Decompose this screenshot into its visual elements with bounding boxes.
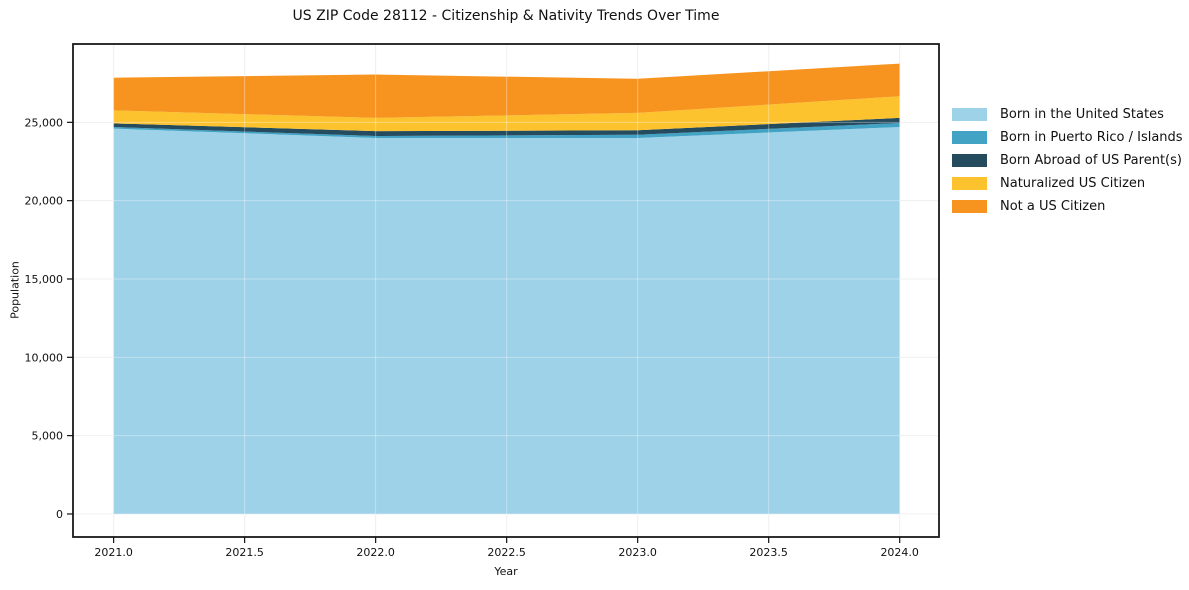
x-tick-label: 2024.0 bbox=[880, 546, 919, 559]
legend: Born in the United States Born in Puerto… bbox=[952, 103, 1183, 218]
legend-label: Naturalized US Citizen bbox=[1000, 176, 1146, 191]
legend-label: Born Abroad of US Parent(s) bbox=[1000, 153, 1182, 168]
legend-swatch-icon bbox=[952, 177, 987, 190]
legend-item: Not a US Citizen bbox=[952, 195, 1183, 218]
area-0 bbox=[113, 127, 900, 514]
area-4 bbox=[113, 63, 900, 118]
area-2 bbox=[113, 117, 900, 136]
x-tick-label: 2021.0 bbox=[94, 546, 133, 559]
x-ticks: 2021.0 2021.5 2022.0 2022.5 2023.0 2023.5 2024… bbox=[94, 537, 919, 559]
legend-label: Born in Puerto Rico / Islands bbox=[1000, 130, 1183, 145]
y-ticks: 0 5,000 10,000 15,000 20,000 25,000 bbox=[25, 116, 73, 521]
x-tick-label: 2022.0 bbox=[356, 546, 395, 559]
legend-label: Born in the United States bbox=[1000, 107, 1164, 122]
y-tick-label: 20,000 bbox=[25, 195, 64, 208]
x-tick-label: 2022.5 bbox=[487, 546, 526, 559]
gridlines-over bbox=[73, 44, 939, 537]
x-tick-label: 2021.5 bbox=[225, 546, 264, 559]
area-series bbox=[113, 63, 900, 514]
area-3 bbox=[113, 96, 900, 132]
x-tick-label: 2023.0 bbox=[618, 546, 657, 559]
y-tick-label: 0 bbox=[56, 508, 63, 521]
legend-label: Not a US Citizen bbox=[1000, 199, 1106, 214]
y-tick-label: 15,000 bbox=[25, 273, 64, 286]
plot-frame bbox=[72, 43, 940, 538]
y-tick-label: 10,000 bbox=[25, 351, 64, 364]
area-1 bbox=[113, 123, 900, 138]
legend-item: Born in the United States bbox=[952, 103, 1183, 126]
legend-item: Born Abroad of US Parent(s) bbox=[952, 149, 1183, 172]
legend-swatch-icon bbox=[952, 154, 987, 167]
legend-item: Born in Puerto Rico / Islands bbox=[952, 126, 1183, 149]
chart-title: US ZIP Code 28112 - Citizenship & Nativi… bbox=[292, 8, 720, 24]
y-tick-label: 25,000 bbox=[25, 116, 64, 129]
legend-swatch-icon bbox=[952, 131, 987, 144]
x-axis-label: Year bbox=[494, 565, 518, 578]
y-tick-label: 5,000 bbox=[32, 430, 64, 443]
legend-swatch-icon bbox=[952, 200, 987, 213]
legend-item: Naturalized US Citizen bbox=[952, 172, 1183, 195]
y-axis-label: Population bbox=[8, 261, 22, 319]
x-tick-label: 2023.5 bbox=[749, 546, 788, 559]
legend-swatch-icon bbox=[952, 108, 987, 121]
